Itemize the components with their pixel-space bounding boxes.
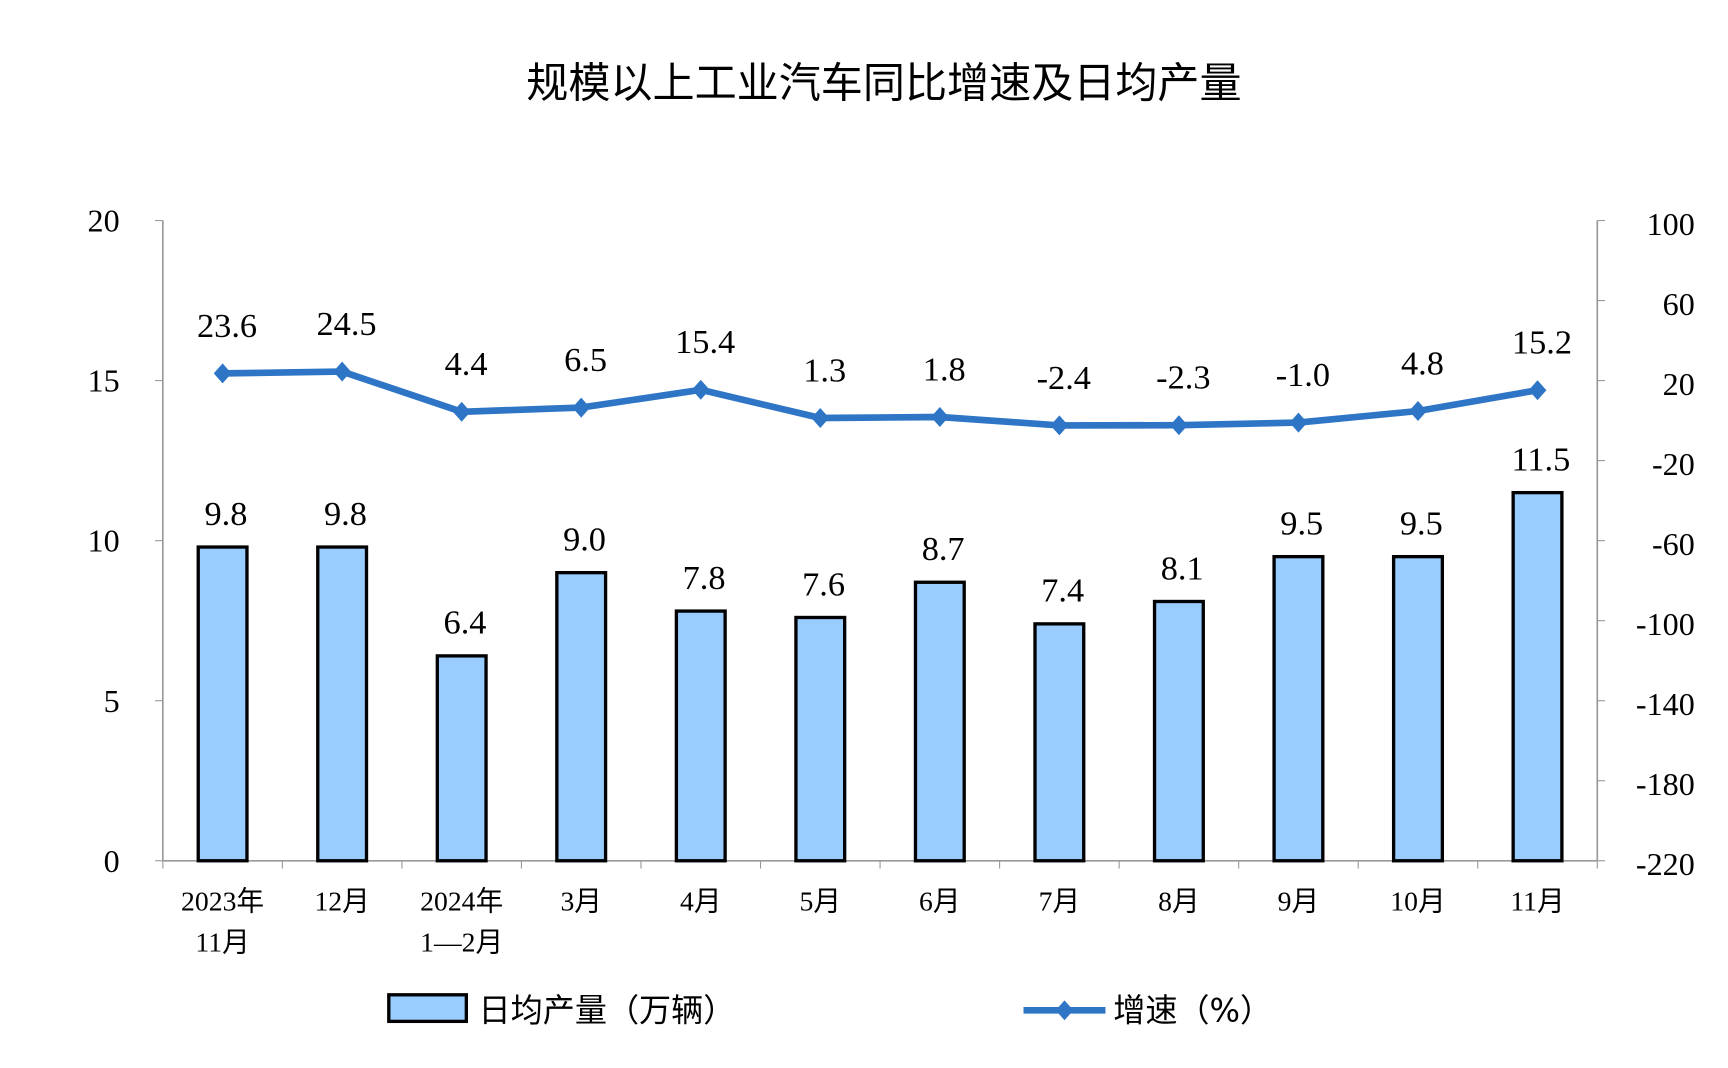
line-marker	[930, 407, 949, 427]
x-tick-label: 5月	[800, 886, 842, 917]
x-tick-label: 2023年	[181, 886, 264, 917]
line-data-label: 15.2	[1512, 324, 1572, 362]
bar-data-label: 9.8	[204, 495, 247, 533]
line-data-label: -2.4	[1037, 359, 1091, 397]
line-data-label: 1.3	[803, 351, 846, 389]
left-tick-label: 15	[88, 363, 120, 399]
x-tick-label: 3月	[560, 886, 602, 917]
bar-data-label: 8.7	[922, 530, 965, 568]
growth-line	[222, 368, 1539, 429]
bar-data-label: 9.0	[563, 521, 606, 559]
right-tick-label: -100	[1636, 606, 1695, 642]
line-marker	[452, 401, 471, 422]
x-tick-label: 1—2月	[420, 927, 503, 958]
line-marker	[1289, 412, 1308, 433]
line-marker	[811, 408, 830, 428]
right-tick-label: -180	[1636, 766, 1695, 802]
left-tick-label: 5	[104, 683, 120, 719]
left-tick-label: 20	[88, 203, 120, 239]
line-marker	[213, 363, 232, 384]
bar-data-label: 7.4	[1041, 572, 1084, 610]
line-data-label: 4.4	[445, 345, 488, 383]
chart-title: 规模以上工业汽车同比增速及日均产量	[526, 59, 1241, 108]
line-marker	[691, 379, 710, 400]
line-marker	[1528, 380, 1547, 401]
x-tick-label: 6月	[919, 886, 961, 917]
x-tick-label: 11月	[1510, 886, 1564, 917]
bar	[794, 615, 847, 863]
bar	[435, 654, 488, 863]
right-tick-label: 100	[1647, 206, 1695, 242]
line-data-label: -1.0	[1276, 356, 1330, 394]
x-tick-label: 7月	[1039, 886, 1081, 917]
right-tick-label: -60	[1652, 526, 1695, 562]
bar-data-label: 8.1	[1161, 549, 1204, 587]
left-tick-label: 0	[104, 843, 120, 879]
legend-bar-swatch	[387, 993, 468, 1024]
bar-data-label: 9.8	[324, 495, 367, 533]
bar-data-label: 7.8	[683, 559, 726, 597]
bar	[1152, 599, 1205, 863]
x-tick-label: 2024年	[420, 886, 503, 917]
line-data-label: 23.6	[197, 307, 257, 345]
right-tick-label: -220	[1636, 846, 1695, 882]
bar-data-label: 9.5	[1280, 504, 1323, 542]
bar-data-label: 11.5	[1511, 440, 1570, 478]
bar	[913, 580, 966, 863]
line-marker	[572, 397, 591, 418]
legend-line-marker	[1055, 1000, 1074, 1021]
bar	[1511, 490, 1564, 863]
line-data-label: 4.8	[1401, 344, 1444, 382]
bar	[674, 609, 727, 863]
x-tick-label: 8月	[1158, 886, 1200, 917]
right-tick-label: 20	[1663, 366, 1695, 402]
legend-bar-label: 日均产量（万辆）	[479, 991, 736, 1029]
line-marker	[1409, 401, 1427, 421]
line-data-label: -2.3	[1156, 359, 1210, 397]
x-tick-label: 12月	[314, 886, 369, 917]
x-tick-label: 4月	[680, 886, 722, 917]
bar-data-label: 6.4	[444, 604, 487, 642]
line-marker	[1050, 415, 1069, 436]
bar-data-label: 9.5	[1400, 504, 1443, 542]
bar	[196, 545, 249, 863]
bar	[1391, 554, 1445, 863]
bar	[1272, 554, 1325, 863]
line-marker	[333, 361, 351, 382]
line-data-label: 1.8	[923, 350, 966, 388]
bar	[1033, 622, 1086, 863]
line-marker	[1170, 415, 1188, 436]
left-tick-label: 10	[88, 523, 120, 559]
x-tick-label: 9月	[1278, 886, 1320, 917]
right-tick-label: -20	[1652, 446, 1695, 482]
bar-data-label: 7.6	[802, 565, 845, 603]
line-data-label: 15.4	[675, 323, 735, 361]
x-tick-label: 10月	[1390, 886, 1445, 917]
legend-line-label: 增速（%）	[1113, 991, 1272, 1029]
x-tick-label: 11月	[195, 927, 249, 958]
line-data-label: 24.5	[317, 305, 377, 343]
bar	[555, 570, 608, 863]
right-tick-label: -140	[1636, 686, 1695, 722]
right-tick-label: 60	[1663, 286, 1695, 322]
line-data-label: 6.5	[564, 341, 607, 379]
bar	[316, 545, 369, 863]
legend: 日均产量（万辆） 增速（%）	[387, 991, 1272, 1029]
